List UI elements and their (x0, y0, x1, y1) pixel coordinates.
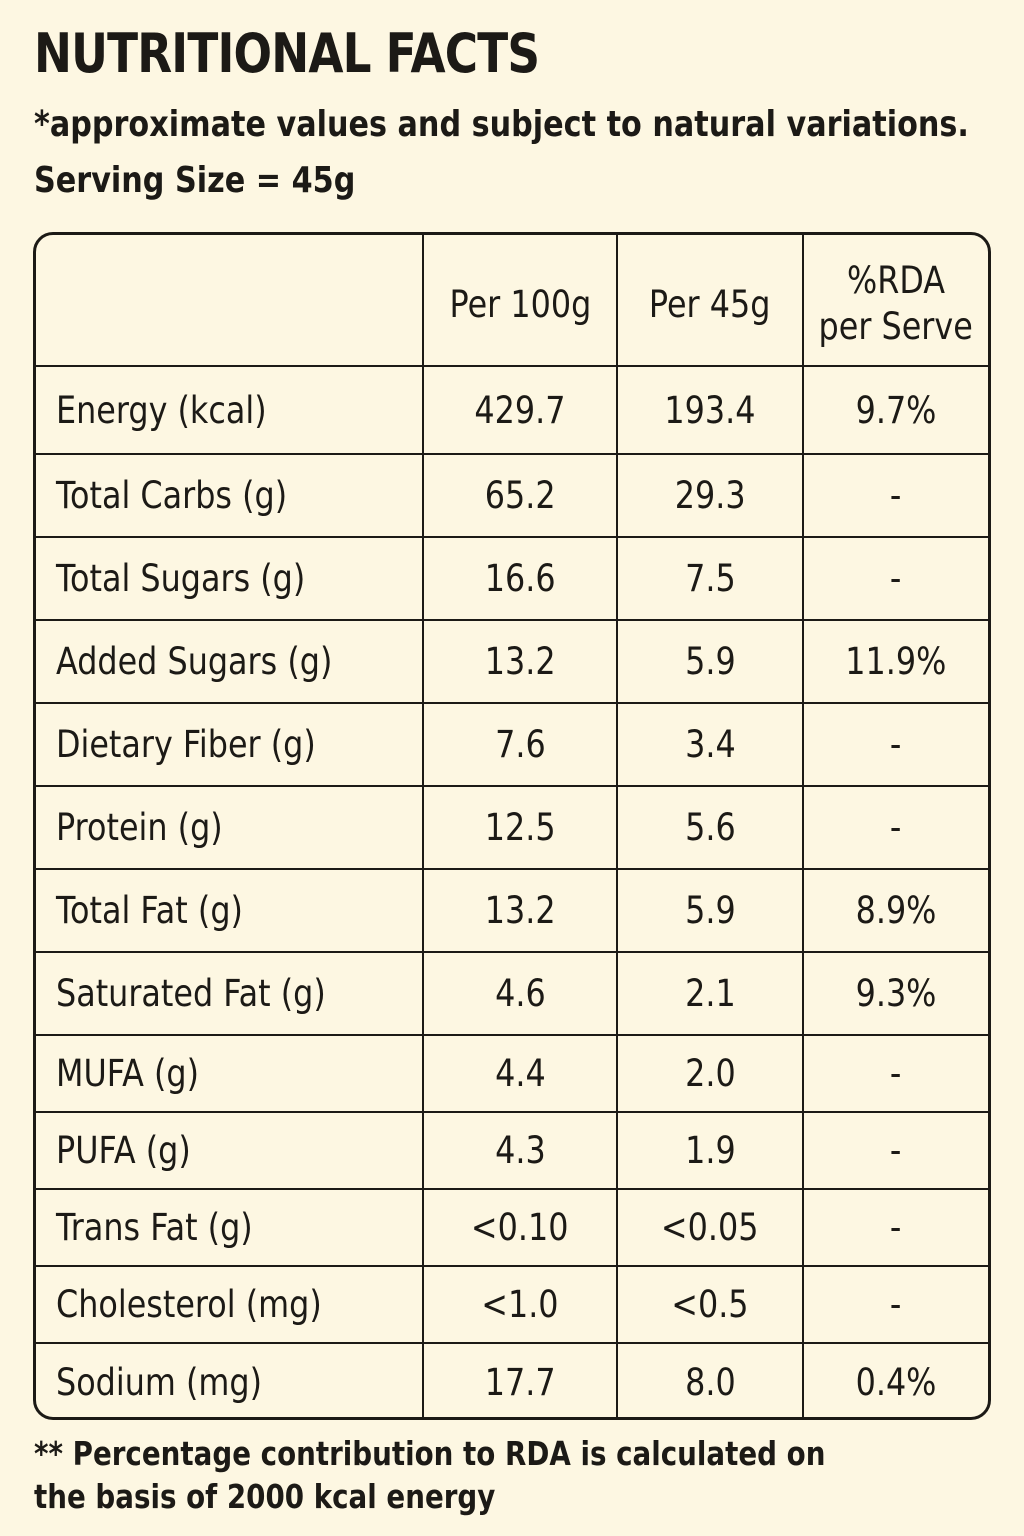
table-row: Trans Fat (g) <0.10 <0.05 - (36, 1188, 988, 1267)
table-row: Protein (g) 12.5 5.6 - (36, 785, 988, 870)
table-row: Total Fat (g) 13.2 5.9 8.9% (36, 868, 988, 953)
table-row: Cholesterol (mg) <1.0 <0.5 - (36, 1265, 988, 1344)
value-per-45g: 8.0 (616, 1342, 804, 1417)
table-row: Added Sugars (g) 13.2 5.9 11.9% (36, 619, 988, 704)
nutrient-name: Total Fat (g) (36, 868, 424, 953)
nutrient-name: Total Carbs (g) (36, 453, 424, 538)
value-per-45g: 5.9 (616, 868, 804, 953)
value-per-45g: 2.0 (616, 1034, 804, 1113)
nutrient-name: Protein (g) (36, 785, 424, 870)
rda-footnote: ** Percentage contribution to RDA is cal… (34, 1432, 825, 1518)
value-rda: - (802, 1111, 988, 1190)
table-header-row: Per 100g Per 45g %RDA per Serve (36, 235, 988, 367)
table-row: Total Carbs (g) 65.2 29.3 - (36, 453, 988, 538)
approximation-note: *approximate values and subject to natur… (34, 104, 969, 145)
nutrient-name: MUFA (g) (36, 1034, 424, 1113)
value-rda: 0.4% (802, 1342, 988, 1417)
value-per-100g: 12.5 (422, 785, 618, 870)
value-per-100g: 65.2 (422, 453, 618, 538)
value-rda: 11.9% (802, 619, 988, 704)
header-rda-line1: %RDA (846, 259, 946, 302)
value-per-100g: 4.4 (422, 1034, 618, 1113)
serving-size: Serving Size = 45g (34, 160, 356, 201)
value-per-100g: 13.2 (422, 619, 618, 704)
header-rda-line2: per Serve (818, 305, 974, 348)
value-per-45g: 5.6 (616, 785, 804, 870)
nutrition-table-frame: Per 100g Per 45g %RDA per Serve Energy (… (33, 232, 991, 1420)
footnote-line-1: ** Percentage contribution to RDA is cal… (34, 1434, 826, 1473)
header-per-100g: Per 100g (422, 235, 618, 367)
value-rda: - (802, 1265, 988, 1344)
value-per-100g: 4.3 (422, 1111, 618, 1190)
table-row: Total Sugars (g) 16.6 7.5 - (36, 536, 988, 621)
value-rda: - (802, 1034, 988, 1113)
value-per-100g: 7.6 (422, 702, 618, 787)
value-per-45g: 2.1 (616, 951, 804, 1036)
table-row: PUFA (g) 4.3 1.9 - (36, 1111, 988, 1190)
value-rda: - (802, 536, 988, 621)
value-per-45g: 7.5 (616, 536, 804, 621)
value-per-45g: 5.9 (616, 619, 804, 704)
nutrient-name: Total Sugars (g) (36, 536, 424, 621)
value-rda: 8.9% (802, 868, 988, 953)
value-rda: - (802, 453, 988, 538)
value-per-100g: 13.2 (422, 868, 618, 953)
page-title: NUTRITIONAL FACTS (34, 22, 540, 85)
value-per-100g: 4.6 (422, 951, 618, 1036)
value-rda: - (802, 785, 988, 870)
nutrient-name: Energy (kcal) (36, 365, 424, 455)
nutrient-name: Added Sugars (g) (36, 619, 424, 704)
footnote-line-2: the basis of 2000 kcal energy (34, 1477, 496, 1516)
nutrient-name: Sodium (mg) (36, 1342, 424, 1417)
header-per-45g: Per 45g (616, 235, 804, 367)
value-per-100g: <1.0 (422, 1265, 618, 1344)
header-rda-per-serve: %RDA per Serve (802, 235, 988, 367)
value-per-45g: 193.4 (616, 365, 804, 455)
value-per-100g: 17.7 (422, 1342, 618, 1417)
nutrition-table: Per 100g Per 45g %RDA per Serve Energy (… (36, 235, 988, 1417)
value-per-100g: 429.7 (422, 365, 618, 455)
value-rda: 9.7% (802, 365, 988, 455)
value-rda: - (802, 702, 988, 787)
nutrient-name: Trans Fat (g) (36, 1188, 424, 1267)
value-per-100g: <0.10 (422, 1188, 618, 1267)
value-per-100g: 16.6 (422, 536, 618, 621)
value-rda: - (802, 1188, 988, 1267)
table-row: MUFA (g) 4.4 2.0 - (36, 1034, 988, 1113)
value-per-45g: <0.05 (616, 1188, 804, 1267)
value-per-45g: 1.9 (616, 1111, 804, 1190)
table-row: Energy (kcal) 429.7 193.4 9.7% (36, 365, 988, 455)
value-per-45g: 3.4 (616, 702, 804, 787)
nutrient-name: PUFA (g) (36, 1111, 424, 1190)
nutrient-name: Saturated Fat (g) (36, 951, 424, 1036)
nutrient-name: Dietary Fiber (g) (36, 702, 424, 787)
table-row: Sodium (mg) 17.7 8.0 0.4% (36, 1342, 988, 1417)
value-per-45g: <0.5 (616, 1265, 804, 1344)
value-per-45g: 29.3 (616, 453, 804, 538)
value-rda: 9.3% (802, 951, 988, 1036)
header-nutrient (36, 235, 424, 367)
table-row: Dietary Fiber (g) 7.6 3.4 - (36, 702, 988, 787)
table-row: Saturated Fat (g) 4.6 2.1 9.3% (36, 951, 988, 1036)
nutrient-name: Cholesterol (mg) (36, 1265, 424, 1344)
